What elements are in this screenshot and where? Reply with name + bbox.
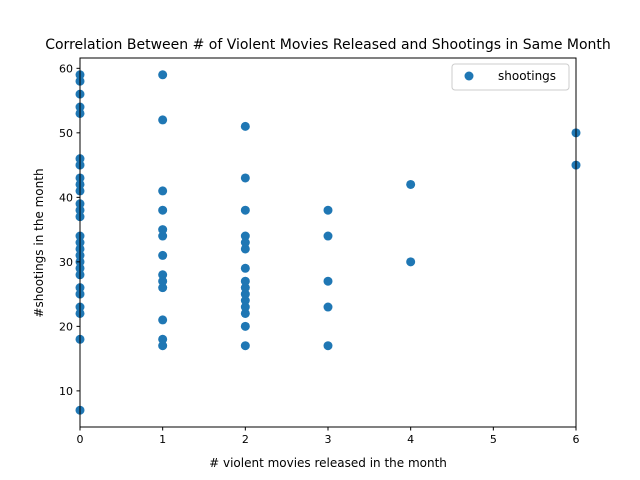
legend: shootings [451, 63, 570, 91]
data-point [406, 257, 416, 267]
data-point [240, 283, 250, 293]
data-point [240, 296, 250, 306]
x-tick-label: 5 [490, 433, 497, 446]
data-point [158, 270, 168, 280]
y-axis-label: #shootings in the month [32, 168, 46, 317]
y-tick-label: 60 [59, 62, 73, 75]
data-point [158, 315, 168, 325]
data-point [240, 302, 250, 312]
data-point [323, 205, 333, 215]
x-tick-label: 6 [573, 433, 580, 446]
x-tick-label: 2 [242, 433, 249, 446]
data-point [323, 302, 333, 312]
data-point [240, 121, 250, 131]
data-point [323, 276, 333, 286]
y-tick-label: 40 [59, 191, 73, 204]
data-point [240, 231, 250, 241]
x-tick-label: 1 [159, 433, 166, 446]
data-point [158, 283, 168, 293]
x-tick-label: 4 [407, 433, 414, 446]
legend-label: shootings [498, 69, 556, 83]
axis-ticks: 0 1 2 3 4 5 6 10 20 30 40 50 60 [59, 62, 580, 446]
data-point [240, 276, 250, 286]
data-point [323, 231, 333, 241]
data-point [240, 244, 250, 254]
data-point [240, 321, 250, 331]
chart-title: Correlation Between # of Violent Movies … [45, 37, 611, 53]
data-point [240, 341, 250, 351]
data-point [240, 205, 250, 215]
y-tick-label: 30 [59, 256, 73, 269]
y-tick-label: 20 [59, 320, 73, 333]
data-point [240, 289, 250, 299]
data-point [158, 341, 168, 351]
y-tick-label: 10 [59, 385, 73, 398]
data-point [158, 205, 168, 215]
data-point [158, 186, 168, 196]
data-point [158, 115, 168, 125]
legend-marker [464, 71, 474, 81]
data-point [240, 173, 250, 183]
x-axis-label: # violent movies released in the month [209, 456, 447, 470]
plot-frame [79, 57, 577, 428]
data-point [323, 341, 333, 351]
y-tick-label: 50 [59, 127, 73, 140]
data-points [75, 70, 581, 415]
x-tick-label: 0 [77, 433, 84, 446]
data-point [240, 263, 250, 273]
legend-box [451, 63, 570, 91]
x-tick-label: 3 [325, 433, 332, 446]
data-point [158, 225, 168, 235]
data-point [158, 334, 168, 344]
data-point [240, 308, 250, 318]
data-point [158, 276, 168, 286]
data-point [158, 250, 168, 260]
data-point [406, 179, 416, 189]
data-point [158, 231, 168, 241]
data-point [240, 238, 250, 247]
data-point [158, 70, 168, 80]
